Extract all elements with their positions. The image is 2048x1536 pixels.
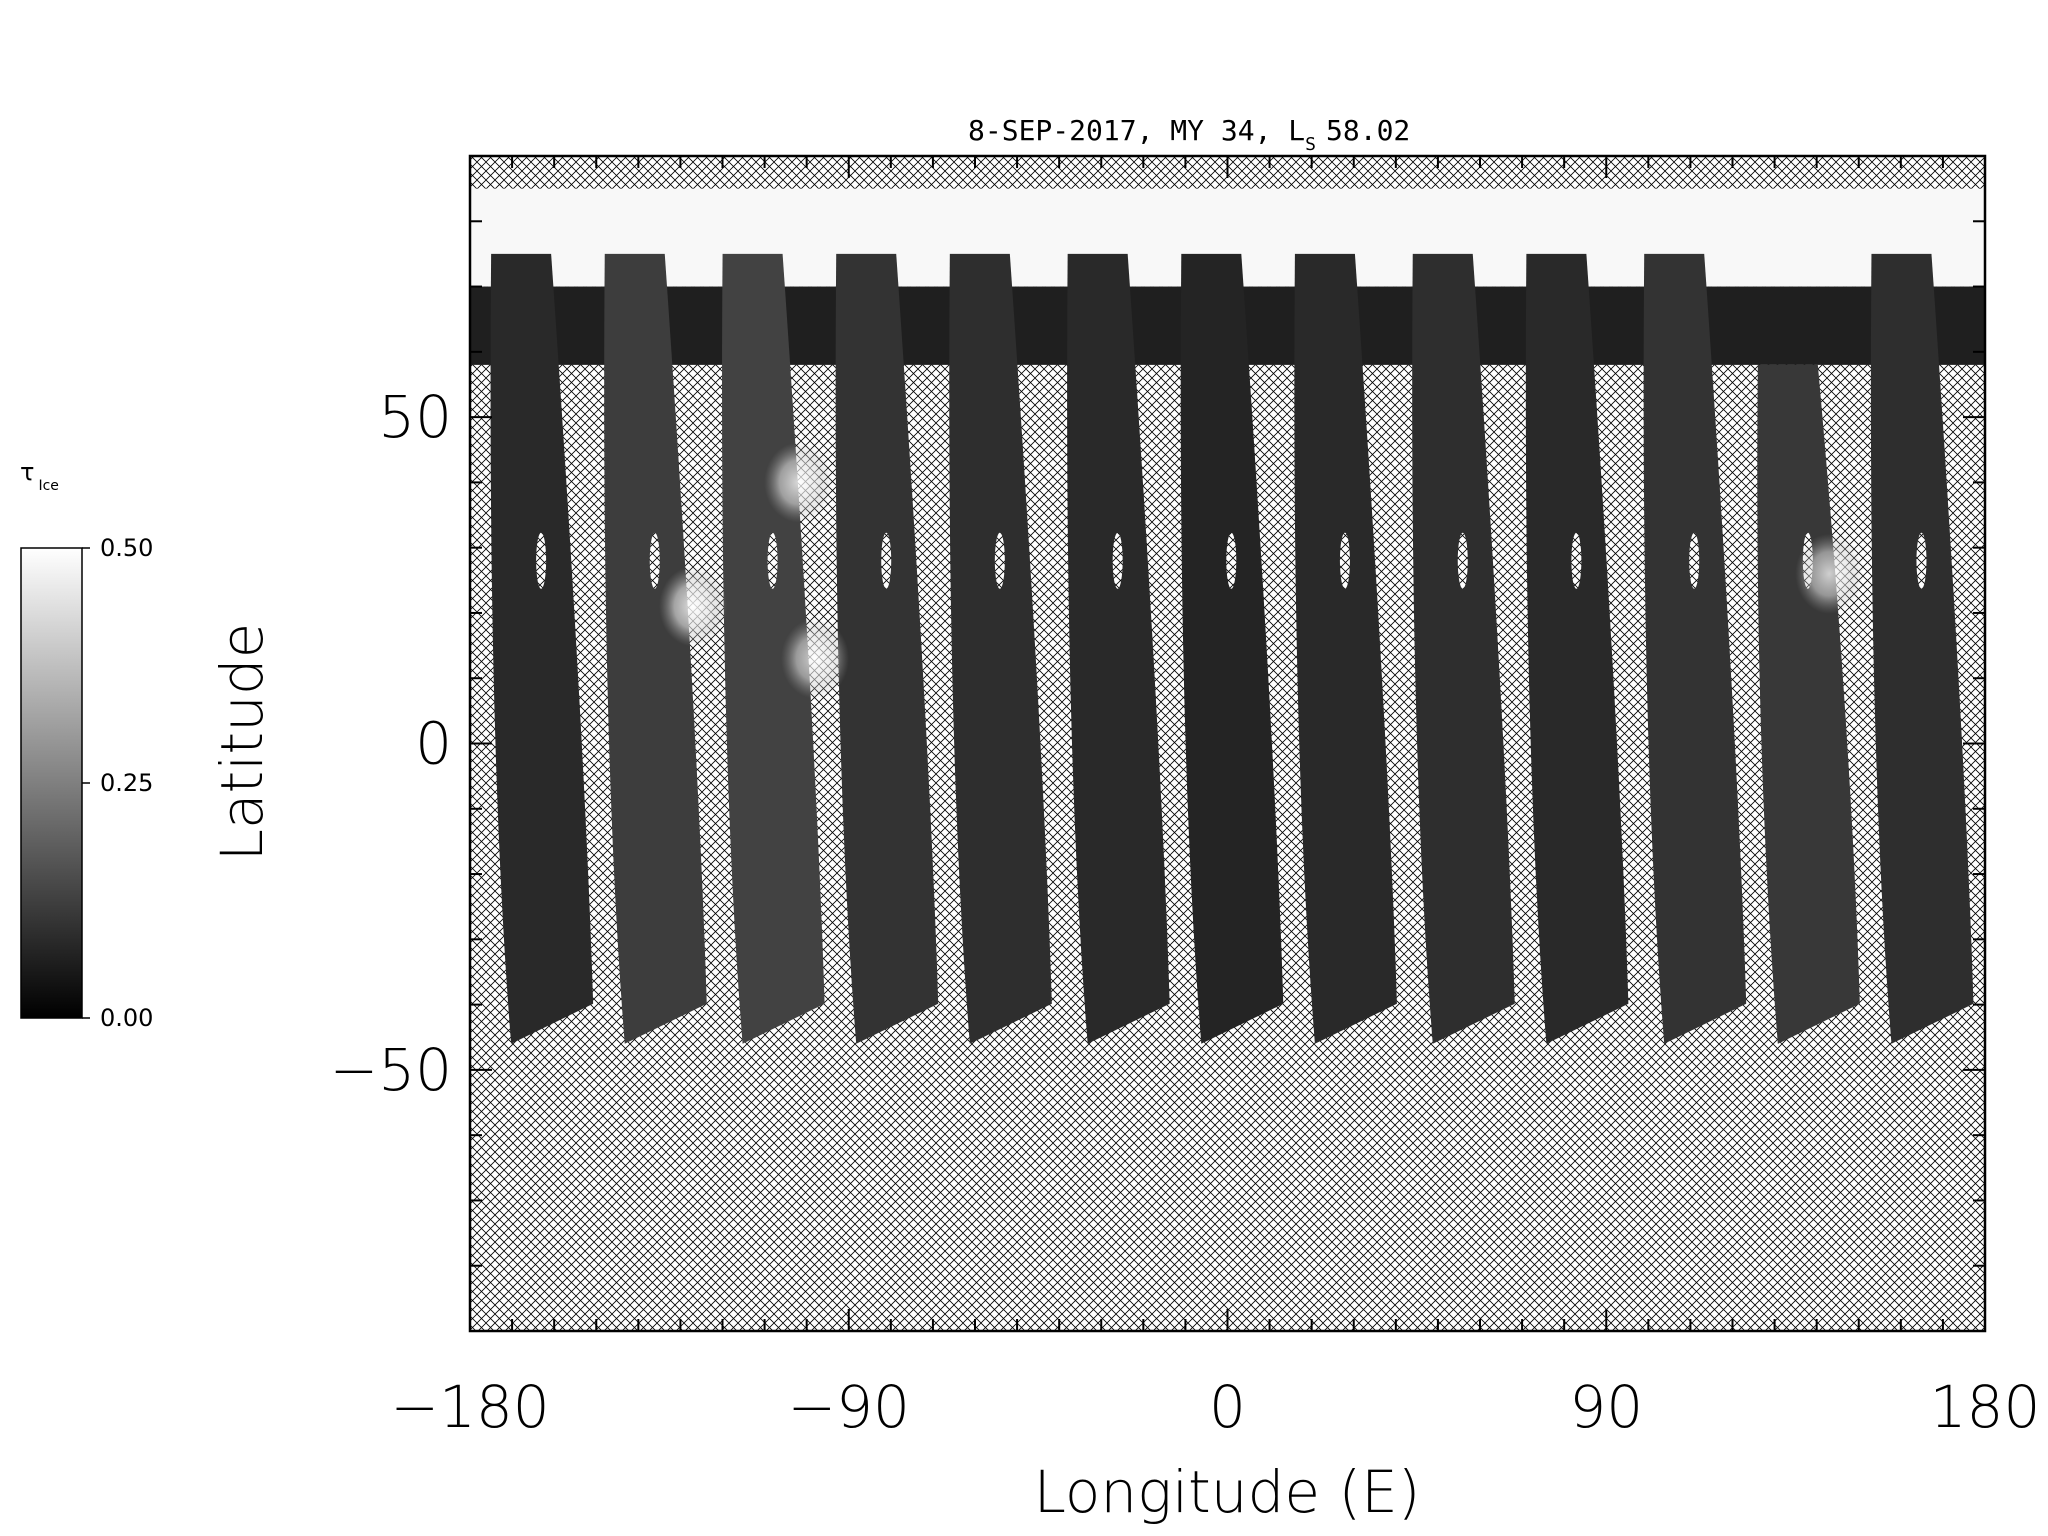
swath-layer <box>470 253 1985 1044</box>
colorbar-tick-label: 0.00 <box>100 1004 153 1032</box>
swath-gap <box>1689 532 1700 589</box>
x-axis-title: Longitude (E) <box>1034 1458 1421 1526</box>
colorbar: τ Ice 0.00 0.25 0.50 <box>20 458 153 1032</box>
swath <box>1067 253 1170 1044</box>
swath <box>1412 253 1515 1044</box>
title-value: 58.02 <box>1326 114 1410 147</box>
cloud-feature <box>659 566 728 647</box>
y-tick-label: −50 <box>330 1036 452 1104</box>
cloud-layer <box>659 442 1864 699</box>
chart-title: 8-SEP-2017, MY 34, LS 58.02 <box>968 114 1410 155</box>
swath-gap <box>881 532 892 589</box>
swath-gap <box>767 532 778 589</box>
y-axis-title: Latitude <box>208 623 276 862</box>
swath-gap <box>1916 532 1927 589</box>
swath <box>1643 253 1747 1044</box>
swath-gap <box>1112 532 1123 589</box>
swath <box>1870 253 1974 1044</box>
swath <box>1180 253 1284 1044</box>
swath-gap <box>1226 532 1237 589</box>
colorbar-tick-label: 0.50 <box>100 534 153 562</box>
cloud-feature <box>781 618 850 699</box>
swath <box>604 253 707 1044</box>
swath <box>835 253 939 1044</box>
swath-gap <box>994 532 1005 589</box>
x-tick-label: 0 <box>1209 1373 1246 1441</box>
title-subscript: S <box>1305 134 1316 155</box>
colorbar-label-subscript: Ice <box>38 478 58 494</box>
swath <box>722 253 825 1044</box>
tick-layer: −180 −90 0 90 180 −50 0 50 <box>330 155 2041 1441</box>
cloud-feature <box>764 442 833 523</box>
colorbar-gradient <box>20 547 83 1019</box>
x-tick-label: −180 <box>390 1373 549 1441</box>
colorbar-ticks: 0.00 0.25 0.50 <box>82 534 153 1032</box>
swath-gap <box>1571 532 1582 589</box>
plot-area <box>470 156 1985 1331</box>
cloud-feature <box>1795 533 1864 614</box>
swath <box>1294 253 1397 1044</box>
x-tick-label: 180 <box>1930 1373 2041 1441</box>
swath-gap <box>536 532 547 589</box>
swath <box>490 253 594 1044</box>
x-tick-label: −90 <box>788 1373 910 1441</box>
x-tick-label: 90 <box>1569 1373 1643 1441</box>
colorbar-tick-label: 0.25 <box>100 769 153 797</box>
swath <box>1757 364 1860 1044</box>
colorbar-label: τ Ice <box>20 458 59 494</box>
swath-gap <box>1339 532 1350 589</box>
y-tick-label: 50 <box>378 383 452 451</box>
swath-gap <box>1457 532 1468 589</box>
swath <box>949 253 1052 1044</box>
swath <box>1525 253 1629 1044</box>
swath-gap <box>649 532 660 589</box>
y-tick-label: 0 <box>415 710 452 778</box>
